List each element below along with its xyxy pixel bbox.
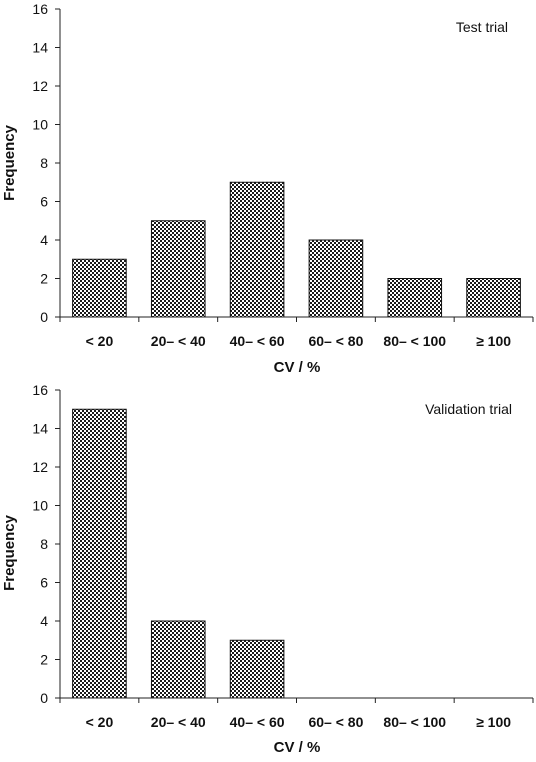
category-label: 40– < 60 <box>230 714 285 730</box>
y-tick-label: 0 <box>40 690 48 706</box>
category-label: 20– < 40 <box>151 714 206 730</box>
category-label: 60– < 80 <box>308 333 363 349</box>
bar <box>466 278 521 318</box>
category-label: 40– < 60 <box>230 333 285 349</box>
panel-annotation: Validation trial <box>425 401 512 417</box>
bar <box>229 639 285 699</box>
panel-annotation: Test trial <box>456 19 508 35</box>
category-label: < 20 <box>86 333 114 349</box>
y-tick-label: 4 <box>40 613 48 629</box>
category-label: 80– < 100 <box>383 333 446 349</box>
y-tick-label: 8 <box>40 155 48 171</box>
bar <box>150 220 206 318</box>
y-tick-label: 10 <box>32 117 48 133</box>
category-label: 80– < 100 <box>383 714 446 730</box>
y-axis-title: Frequency <box>1 124 18 201</box>
y-tick-label: 0 <box>40 309 48 325</box>
x-axis-title: CV / % <box>274 359 321 376</box>
y-tick-label: 2 <box>40 652 48 668</box>
y-tick-label: 12 <box>32 78 48 94</box>
category-label: 60– < 80 <box>308 714 363 730</box>
bar <box>308 239 364 318</box>
category-label: ≥ 100 <box>476 714 511 730</box>
y-tick-label: 6 <box>40 194 48 210</box>
y-tick-label: 6 <box>40 575 48 591</box>
y-axis-title: Frequency <box>1 514 18 591</box>
y-tick-label: 10 <box>32 498 48 514</box>
chart-panel-validation: Validation trial Frequency CV / % 0 2 4 6 8 1… <box>1 382 534 756</box>
y-tick-label: 16 <box>32 1 48 17</box>
bar <box>72 408 127 699</box>
y-tick-label: 2 <box>40 271 48 287</box>
category-label: 20– < 40 <box>151 333 206 349</box>
y-tick-label: 14 <box>32 40 48 56</box>
y-tick-label: 14 <box>32 421 48 437</box>
y-tick-label: 8 <box>40 536 48 552</box>
y-tick-label: 12 <box>32 459 48 475</box>
y-tick-label: 4 <box>40 232 48 248</box>
bar <box>72 258 127 318</box>
x-axis-title: CV / % <box>274 739 321 756</box>
category-label: < 20 <box>86 714 114 730</box>
y-tick-label: 16 <box>32 382 48 398</box>
chart-panel-test: Test trial Frequency CV / % 0 2 4 6 8 10 12 14 1… <box>1 1 534 376</box>
category-label: ≥ 100 <box>476 333 511 349</box>
bar <box>229 181 285 318</box>
bar <box>387 278 443 318</box>
bar <box>150 620 206 699</box>
